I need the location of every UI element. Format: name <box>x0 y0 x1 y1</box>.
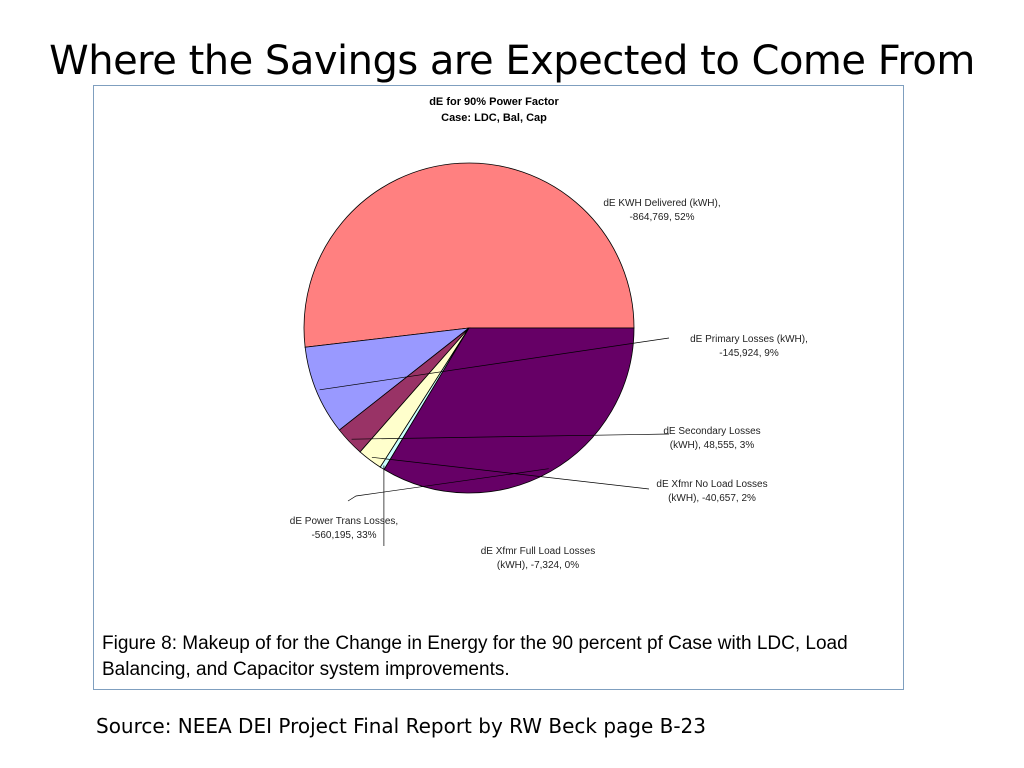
leader-line-1 <box>319 337 670 391</box>
pie-chart: dE for 90% Power Factor Case: LDC, Bal, … <box>290 96 808 571</box>
chart-title: dE for 90% Power Factor <box>429 96 559 108</box>
pie-slice-1 <box>304 327 471 431</box>
chart-subtitle: Case: LDC, Bal, Cap <box>441 112 547 124</box>
slice-label-name-4: dE Xfmr Full Load Losses <box>481 546 596 557</box>
slice-label-value-4: (kWH), -7,324, 0% <box>497 560 579 571</box>
leader-line-3 <box>371 456 650 490</box>
slice-label-name-0: dE KWH Delivered (kWH), <box>603 198 720 209</box>
figure-frame: dE for 90% Power Factor Case: LDC, Bal, … <box>93 85 904 690</box>
leader-lines <box>319 337 670 546</box>
slice-label-value-0: -864,769, 52% <box>629 212 694 223</box>
slice-label-name-1: dE Primary Losses (kWH), <box>690 334 808 345</box>
leader-line-5 <box>347 468 549 502</box>
slice-label-value-2: (kWH), 48,555, 3% <box>670 440 755 451</box>
slice-label-name-2: dE Secondary Losses <box>663 426 760 437</box>
slice-label-value-3: (kWH), -40,657, 2% <box>668 493 756 504</box>
pie-slices <box>303 162 635 494</box>
pie-slice-0 <box>303 162 635 348</box>
pie-slice-5 <box>383 327 635 494</box>
slice-label-name-3: dE Xfmr No Load Losses <box>656 479 767 490</box>
source-note: Source: NEEA DEI Project Final Report by… <box>96 714 707 738</box>
slice-labels: dE KWH Delivered (kWH), -864,769, 52% dE P… <box>290 198 808 571</box>
leader-line-2 <box>351 433 670 440</box>
slide-title: Where the Savings are Expected to Come F… <box>49 38 975 84</box>
slice-label-value-5: -560,195, 33% <box>311 530 376 541</box>
slice-label-name-5: dE Power Trans Losses, <box>290 516 398 527</box>
figure-caption: Figure 8: Makeup of for the Change in En… <box>102 633 848 680</box>
slice-label-value-1: -145,924, 9% <box>719 348 779 359</box>
